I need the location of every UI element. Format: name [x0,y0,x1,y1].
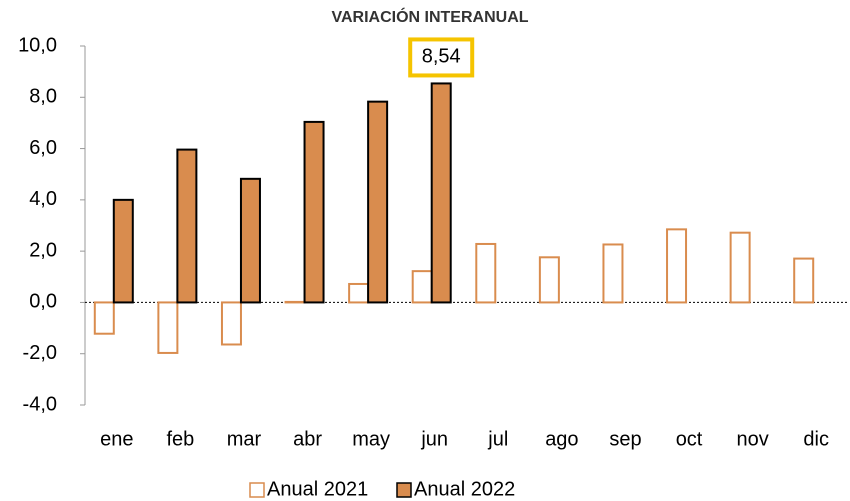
x-tick-label: jun [420,428,448,450]
bar [239,177,261,304]
x-tick-label: feb [166,428,194,450]
bar [666,228,688,304]
chart-title: VARIACIÓN INTERANUAL [331,7,528,26]
x-tick-label: sep [609,428,641,450]
x-tick-label: abr [293,428,322,450]
x-tick-label: jul [487,428,508,450]
x-tick-label: mar [227,428,262,450]
value-label: 8,54 [422,46,461,68]
legend-label: Anual 2022 [414,478,515,500]
bar [284,300,306,304]
y-tick-label: -4,0 [23,393,57,415]
x-tick-label: may [352,428,390,450]
bar [220,301,242,346]
x-tick-label: oct [676,428,703,450]
bar [538,256,560,304]
bar [157,301,179,354]
y-tick-label: 0,0 [29,291,57,313]
bar [729,231,751,304]
y-tick-label: 6,0 [29,137,57,159]
y-tick-label: 10,0 [18,34,57,56]
bar [411,270,433,304]
x-tick-label: nov [737,428,769,450]
value-label-box [408,37,475,78]
legend-label: Anual 2021 [267,478,368,500]
y-tick-label: 4,0 [29,188,57,210]
bar [93,301,115,335]
y-tick-label: -2,0 [23,342,57,364]
bar [303,120,325,304]
bar [602,243,624,304]
bar [112,198,134,304]
y-tick-label: 2,0 [29,239,57,261]
bar [176,148,198,304]
y-tick-label: 8,0 [29,86,57,108]
x-tick-label: ene [100,428,133,450]
legend-swatch [396,482,412,498]
bar [793,257,815,304]
bar [475,242,497,304]
bar [367,100,389,304]
bar [348,282,370,304]
legend-swatch [249,482,265,498]
x-tick-label: dic [803,428,829,450]
x-tick-label: ago [545,428,578,450]
bar [430,82,452,304]
